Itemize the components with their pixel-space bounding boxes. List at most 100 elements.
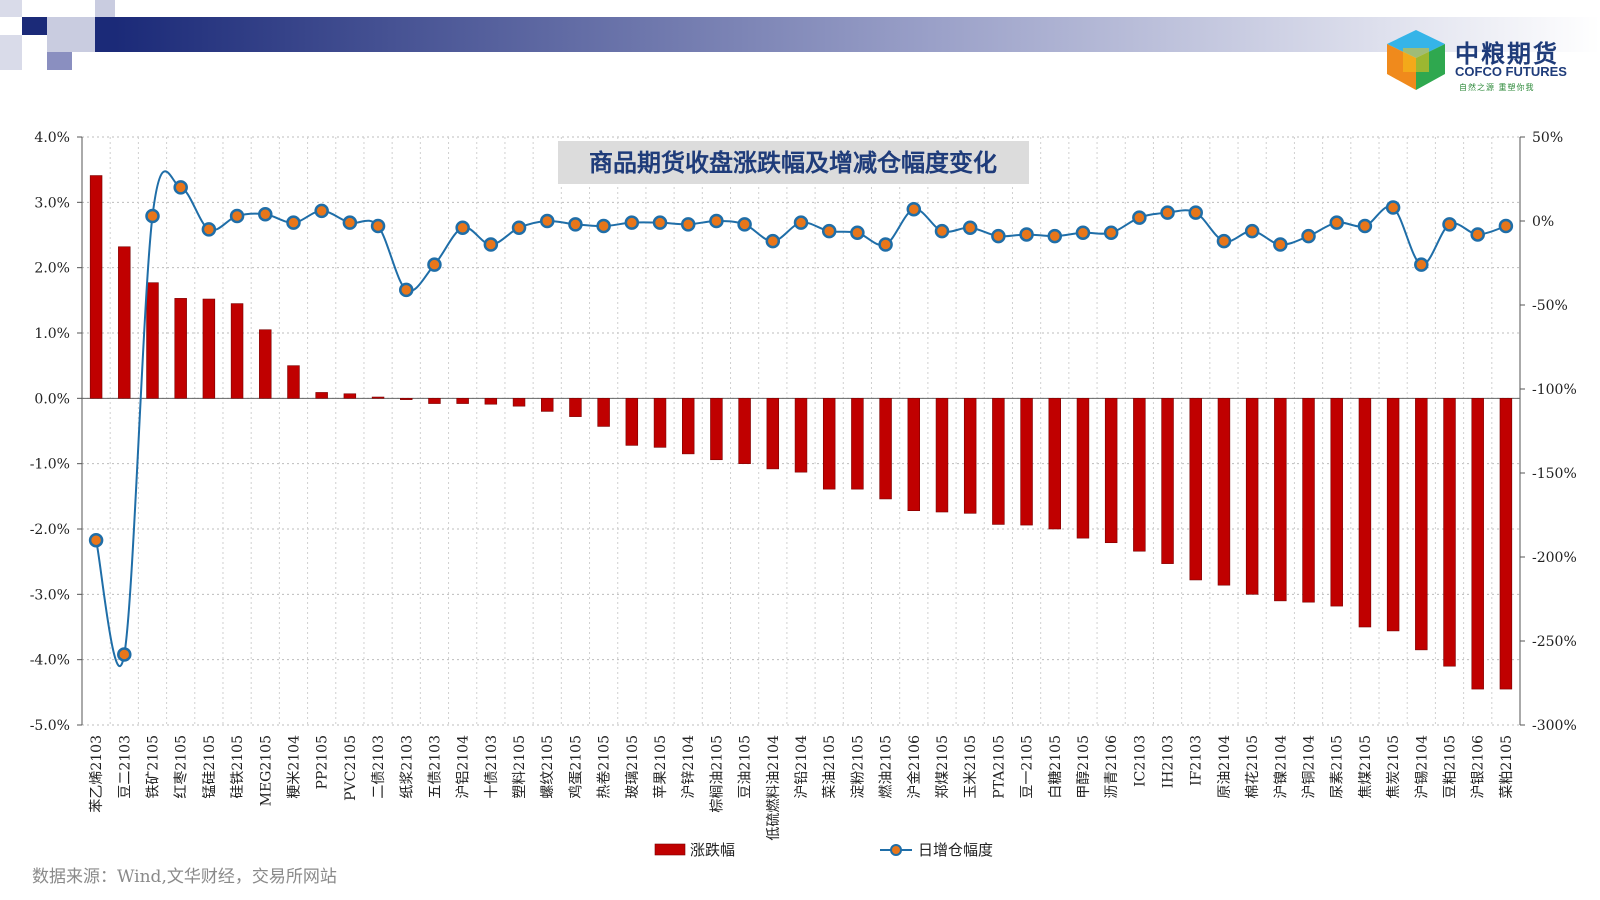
bar [1471,398,1484,690]
bar [400,398,413,400]
x-tick-label: 沪铅2104 [794,735,810,799]
line-point [821,223,837,239]
x-tick-label: 粳米2104 [286,735,302,799]
y-right-tick-label: -300% [1532,718,1577,734]
x-tick-label: 豆二2103 [117,735,133,799]
x-tick-label: 锰硅2105 [202,735,218,799]
bar [1048,398,1061,530]
line-point [483,237,499,252]
line-series [88,170,1514,668]
x-tick-label: IF2103 [1189,735,1205,786]
bar [1330,398,1343,607]
x-tick-label: 沪镍2104 [1273,735,1289,799]
line-point [286,215,301,230]
bar [1189,398,1202,581]
x-tick-label: IC2103 [1132,735,1148,787]
x-tick-label: 玻璃2105 [624,735,641,799]
y-right-tick-label: 0% [1532,214,1554,230]
line-point [201,222,217,237]
x-tick-label: 沪金2106 [907,735,923,799]
line-point [117,647,132,662]
x-tick-label: 鸡蛋2105 [567,735,584,799]
bar-series [89,175,1513,690]
x-tick-label: 五债2103 [427,735,443,799]
x-tick-label: 沪铝2104 [456,735,472,799]
line-point [596,218,611,234]
bar [174,298,187,399]
x-tick-label: 塑料2105 [512,735,528,799]
x-tick-label: 棉花2105 [1244,735,1261,799]
legend: 涨跌幅 日增仓幅度 [654,841,993,859]
bar [992,398,1005,525]
x-tick-label: 二债2103 [371,735,387,799]
line-point [1414,257,1429,272]
line-point [229,208,245,224]
x-tick-label: 棕榈油2105 [709,735,725,813]
x-tick-label: 沪锡2104 [1414,735,1430,799]
y-left-tick-label: 1.0% [34,326,70,342]
bar [625,398,639,446]
line-point [399,282,414,298]
line-point [1273,237,1288,252]
chart-title-background [558,141,1029,184]
bar [428,398,441,404]
x-tick-label: MEG2105 [258,735,274,806]
y-right-tick-label: -50% [1532,298,1568,314]
chart-title: 商品期货收盘涨跌幅及增减仓幅度变化 [589,149,997,177]
bar [681,398,695,455]
line-point [1470,227,1485,242]
logo-english-name: COFCO FUTURES [1455,64,1567,79]
bar [1443,398,1456,667]
bar [343,393,357,399]
line-point [962,220,978,235]
line-point [793,215,809,230]
y-right-tick-label: -200% [1532,550,1577,566]
line-point [370,218,386,234]
bar [794,398,808,473]
cube-logo-icon [1387,30,1445,90]
line-point [991,228,1006,244]
logo-slogan: 自然之源 重塑你我 [1459,83,1535,92]
bar [597,398,610,427]
bar [230,303,244,399]
line-point [1075,225,1091,241]
line-point [1019,227,1034,242]
y-left-tick-label: 3.0% [34,195,70,211]
bar [907,398,921,512]
line-point [906,201,922,217]
x-tick-label: 尿素2105 [1330,735,1346,799]
y-left-tick-label: 4.0% [34,130,70,146]
bar [89,175,103,399]
legend-swatch-marker [890,844,902,856]
grid-lines [82,136,1520,726]
x-tick-label: 螺纹2105 [540,735,556,799]
bar [1302,398,1315,603]
bar [512,398,526,407]
legend-swatch-bar [654,843,686,856]
y-left-tick-label: -2.0% [30,522,70,538]
x-tick-label: 菜粕2105 [1499,735,1515,799]
bar [1161,398,1174,564]
chart-title-box: 商品期货收盘涨跌幅及增减仓幅度变化 [558,141,1029,184]
header-square [22,17,47,35]
bar [456,398,469,404]
line-point [173,180,188,195]
x-tick-label: PVC2105 [343,735,359,801]
legend-label-line: 日增仓幅度 [918,841,993,859]
line-point [1357,218,1373,234]
line-point [624,215,640,230]
bar [710,398,723,461]
x-tick-label: 沪锌2104 [681,735,697,799]
line-point [1385,200,1401,215]
x-tick-label: 沪银2106 [1471,735,1487,799]
bar [963,398,977,514]
line-point [314,203,329,219]
line-point [539,213,555,229]
x-tick-label: 低硫燃料油2104 [765,735,782,841]
x-tick-label: 原油2104 [1217,735,1233,799]
line-point [1047,228,1063,244]
line-point [680,217,696,232]
line-point [765,233,781,249]
bar [1217,398,1231,586]
